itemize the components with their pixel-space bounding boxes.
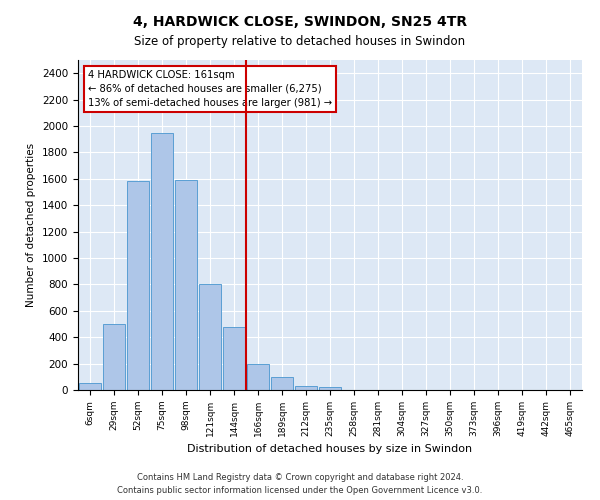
Bar (151, 132, 173, 390)
Y-axis label: Number of detached properties: Number of detached properties (26, 143, 37, 307)
Bar (199, 284, 221, 390)
Bar (295, 386, 317, 390)
Text: Size of property relative to detached houses in Swindon: Size of property relative to detached ho… (134, 35, 466, 48)
Text: 4 HARDWICK CLOSE: 161sqm
← 86% of detached houses are smaller (6,275)
13% of sem: 4 HARDWICK CLOSE: 161sqm ← 86% of detach… (88, 70, 332, 108)
Bar (223, 326, 245, 390)
Bar (247, 364, 269, 390)
Bar (79, 384, 101, 390)
Bar (175, 180, 197, 390)
Text: Contains HM Land Registry data © Crown copyright and database right 2024.
Contai: Contains HM Land Registry data © Crown c… (118, 474, 482, 495)
X-axis label: Distribution of detached houses by size in Swindon: Distribution of detached houses by size … (187, 444, 473, 454)
Bar (271, 378, 293, 390)
Bar (103, 324, 125, 390)
Text: 4, HARDWICK CLOSE, SWINDON, SN25 4TR: 4, HARDWICK CLOSE, SWINDON, SN25 4TR (133, 15, 467, 29)
Bar (127, 182, 149, 390)
Bar (319, 388, 341, 390)
